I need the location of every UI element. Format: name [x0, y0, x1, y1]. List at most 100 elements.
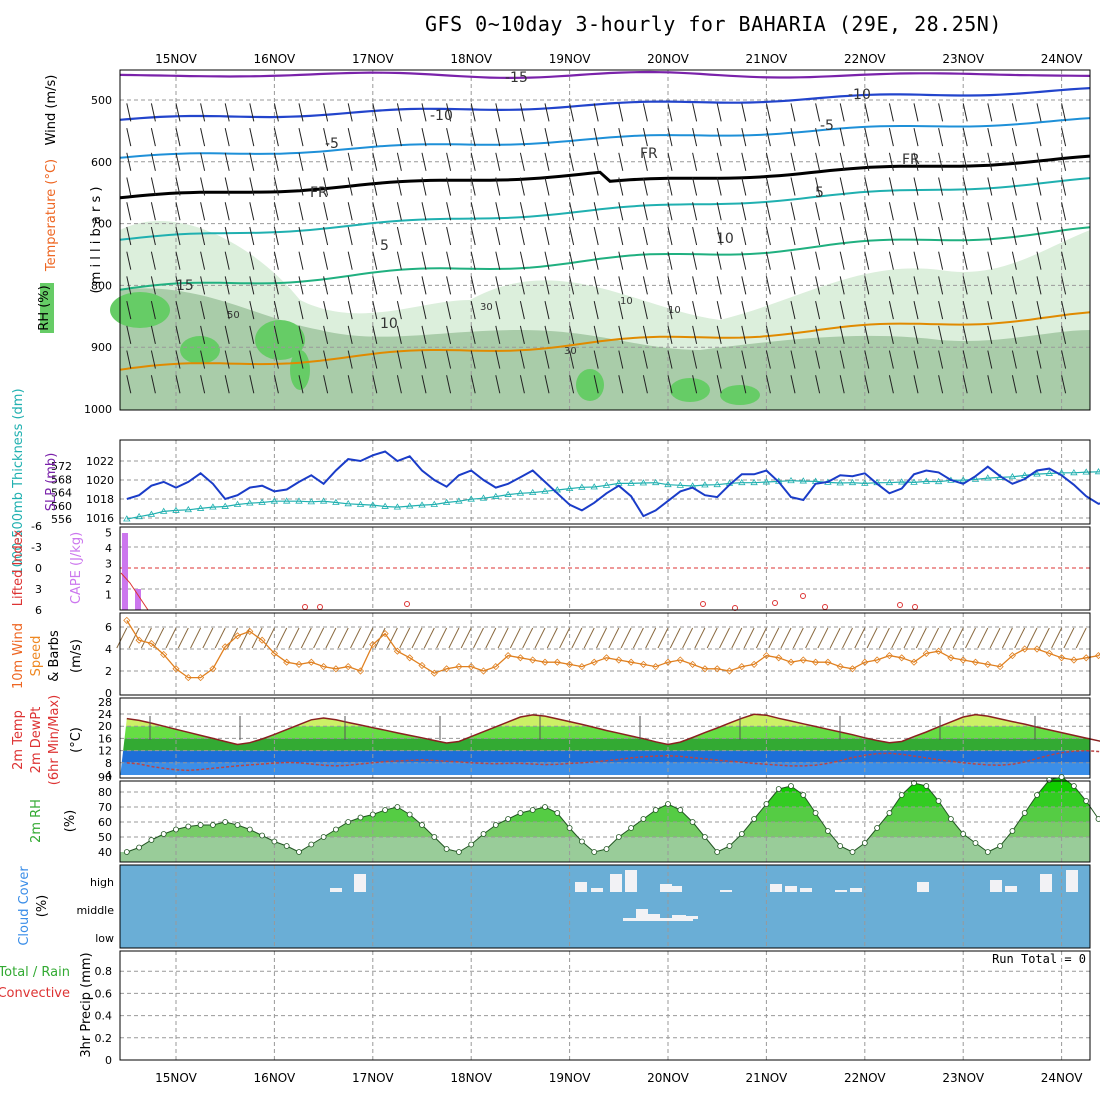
- wind-speed-point: [812, 658, 820, 666]
- wind-barb: [839, 177, 845, 196]
- date-label-bottom: 19NOV: [549, 1071, 591, 1085]
- wind-barb: [593, 375, 599, 394]
- wind-barb: [298, 251, 304, 270]
- thickness-point: [590, 483, 598, 490]
- wind-barb: [913, 226, 919, 246]
- wind-barb: [323, 301, 329, 320]
- contour-label: FR: [640, 146, 658, 162]
- wind-barb: [544, 375, 550, 394]
- wind-barb: [692, 276, 698, 295]
- ylabel-precip-conv: Convective: [0, 986, 70, 1001]
- wind-barb: [1036, 103, 1042, 122]
- ylabel-precip-total: Total / Rain: [0, 965, 70, 980]
- wind-tick: 2: [105, 665, 112, 678]
- ylabel-cape: CAPE (J/kg): [69, 532, 84, 604]
- wind-barb: [569, 325, 575, 344]
- wind-barb: [140, 627, 152, 649]
- thickness-point: [701, 481, 709, 488]
- thickness-point: [848, 478, 857, 486]
- wind-barb: [1061, 350, 1067, 369]
- wind-barb: [323, 350, 329, 369]
- wind-speed-point: [984, 660, 992, 668]
- wind-barb: [596, 627, 607, 649]
- wind-barb: [913, 301, 919, 320]
- wind-barb: [175, 375, 181, 394]
- wind-speed-point: [590, 658, 598, 666]
- contour-label: -10: [430, 108, 453, 124]
- wind-barb: [175, 251, 181, 270]
- ylabel-lifted: Lifted Index: [11, 529, 26, 606]
- cloud-high-bar: [917, 882, 929, 892]
- wind-barb: [298, 301, 304, 320]
- wind-speed-point: [725, 667, 734, 675]
- wind-speed-point: [738, 663, 746, 671]
- li-tick: 6: [35, 604, 42, 617]
- wind-barb: [325, 627, 337, 649]
- cloud-high-bar: [625, 870, 637, 892]
- wind-barb: [200, 127, 206, 147]
- cloud-level-low: low: [95, 932, 114, 945]
- contour-label: 30: [564, 346, 577, 357]
- lifted-index-point: [700, 601, 706, 607]
- wind-barb: [175, 152, 181, 171]
- wind-barb: [421, 103, 427, 122]
- chart-title: GFS 0~10day 3-hourly for BAHARIA (29E, 2…: [425, 12, 1002, 36]
- rh-point: [234, 822, 241, 828]
- wind-speed-point: [1070, 656, 1078, 664]
- rh-point: [665, 801, 671, 807]
- rh-point: [628, 825, 634, 831]
- cloud-high-bar: [575, 882, 587, 892]
- wind-speed-point: [775, 654, 783, 662]
- wind-barb: [519, 103, 525, 122]
- wind-barb: [448, 627, 460, 649]
- wind-barb: [249, 152, 255, 171]
- wind-barb: [165, 627, 177, 649]
- thickness-point: [762, 478, 771, 485]
- wind-barb: [495, 103, 501, 122]
- wind-barb: [126, 103, 132, 122]
- wind-speed-point: [430, 669, 438, 677]
- wind-barb: [1061, 177, 1067, 196]
- rh-point: [283, 843, 290, 849]
- wind-barb: [891, 627, 903, 649]
- thickness-point: [799, 477, 808, 484]
- wind-barb: [741, 251, 747, 270]
- wind-barb: [421, 375, 427, 394]
- lifted-index-point: [912, 604, 918, 610]
- wind-barb: [962, 350, 968, 369]
- rh-point: [209, 822, 216, 828]
- wind-barb: [815, 103, 821, 122]
- rh-tick: 70: [98, 801, 112, 814]
- wind-barb: [519, 325, 525, 344]
- wind-barb: [177, 627, 189, 649]
- wind-barb: [249, 350, 255, 369]
- wind-barb: [372, 152, 378, 171]
- wind-barb: [323, 202, 329, 221]
- thickness-tick: 560: [51, 500, 72, 513]
- cloud-high-bar: [1040, 874, 1052, 892]
- wind-barb: [288, 627, 300, 649]
- wind-speed-point: [713, 665, 721, 673]
- wind-barb: [362, 627, 374, 649]
- rh-point: [492, 822, 499, 828]
- wind-barb: [200, 202, 206, 221]
- cloud-mid-bar: [672, 915, 686, 919]
- cloud-level-high: high: [90, 876, 114, 889]
- contour-label: 15: [176, 278, 194, 294]
- wind-barb: [298, 103, 304, 122]
- rh-point: [505, 816, 512, 822]
- wind-barb: [642, 350, 648, 369]
- date-label-top: 22NOV: [844, 52, 886, 66]
- rh-shade-moist: [255, 320, 305, 360]
- rh-point: [898, 792, 905, 798]
- wind-barb: [667, 301, 673, 320]
- wind-barb: [126, 301, 132, 320]
- wind-barb: [805, 627, 817, 649]
- ylabel-temp2m: 2m Temp: [11, 710, 26, 770]
- rh-point: [308, 841, 315, 848]
- wind-barb: [765, 103, 771, 122]
- rh-point: [173, 826, 179, 833]
- wind-barb: [323, 152, 329, 171]
- temp-band: [120, 738, 1090, 751]
- slp-frame: [119, 439, 1091, 525]
